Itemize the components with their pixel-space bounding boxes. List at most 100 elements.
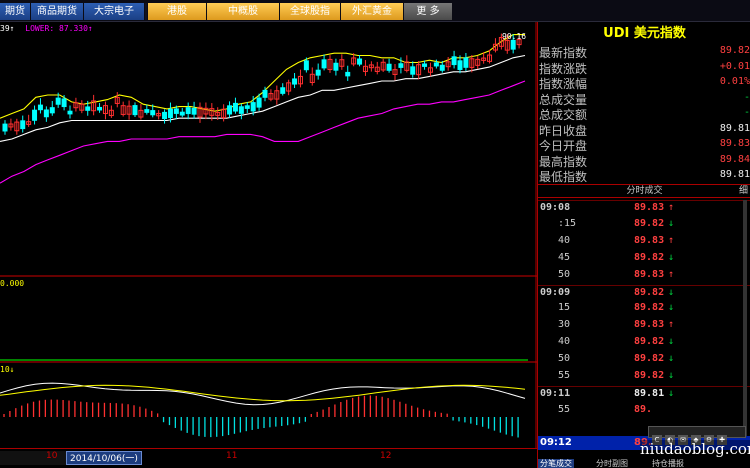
stat-label: 指数涨跌 xyxy=(539,61,588,76)
candle-body xyxy=(504,39,510,51)
trade-direction-icon: ↓ xyxy=(668,302,675,314)
candle-body xyxy=(339,59,345,67)
tab-commodity-futures[interactable]: 商品期货 xyxy=(31,3,83,20)
stat-value: 0.01% xyxy=(719,76,750,87)
candle-body xyxy=(445,61,451,68)
trade-row[interactable]: 50 89.83 ↑ xyxy=(538,268,750,284)
trade-price: 89.82 xyxy=(634,286,665,298)
candle-body xyxy=(227,105,233,115)
candle-body xyxy=(362,65,368,72)
candle-body xyxy=(475,58,481,66)
candle-body xyxy=(280,87,286,94)
macd-dea-line xyxy=(0,384,526,402)
candle-body xyxy=(380,61,386,71)
settings-icon[interactable]: ⚙ xyxy=(704,435,714,445)
bollinger-upper-line xyxy=(0,34,525,119)
candle-body xyxy=(102,105,108,115)
trade-row[interactable]: 40 89.83 ↑ xyxy=(538,234,750,250)
candle-body xyxy=(203,107,209,115)
trade-row[interactable]: 40 89.82 ↓ xyxy=(538,335,750,351)
trade-row[interactable]: 30 89.83 ↑ xyxy=(538,318,750,334)
tab-global-indices[interactable]: 全球股指 xyxy=(280,3,340,20)
trade-row[interactable]: 50 89.82 ↓ xyxy=(538,352,750,368)
candle-body xyxy=(516,38,522,46)
stat-label: 今日开盘 xyxy=(539,139,588,153)
candle-body xyxy=(215,111,221,116)
candle-body xyxy=(85,106,91,111)
mail-icon[interactable]: ✉ xyxy=(678,435,688,445)
tab-intraday-subchart[interactable]: 分时副图 xyxy=(596,459,628,468)
stat-row: 总成交量 - xyxy=(538,91,750,107)
trade-time: 09:11 xyxy=(540,387,571,399)
tab-forex-gold[interactable]: 外汇黄金 xyxy=(341,3,403,20)
candle-body xyxy=(238,106,244,114)
candle-body xyxy=(422,63,428,67)
candle-body xyxy=(457,60,463,70)
candle-body xyxy=(309,73,315,83)
candle-body xyxy=(191,107,197,115)
trade-direction-icon: ↑ xyxy=(668,202,675,213)
candle-body xyxy=(416,64,422,76)
candle-body xyxy=(469,58,475,68)
trade-direction-icon: ↓ xyxy=(668,370,675,381)
kline-chart-area[interactable]: 39↑ LOWER: 87.330↑ 90.16 0.000 10↓ xyxy=(0,22,537,468)
trade-row[interactable]: 15 89.82 ↓ xyxy=(538,301,750,317)
tab-more[interactable]: 更 多 xyxy=(404,3,452,20)
chat-icon[interactable]: ◐ xyxy=(665,435,675,445)
tab-futures[interactable]: 期货 xyxy=(0,3,30,20)
trade-price: 89.82 xyxy=(634,370,665,381)
stat-row: 今日开盘 89.83 xyxy=(538,137,750,153)
trade-price: 89.82 xyxy=(634,217,665,229)
market-tab-bar: 期货 商品期货 大宗电子 港股 中概股 全球股指 外汇黄金 更 多 xyxy=(0,0,750,22)
trade-time: 45 xyxy=(558,251,571,263)
tab-bulk-electronic[interactable]: 大宗电子 xyxy=(84,3,144,20)
candle-body xyxy=(156,112,162,117)
trades-detail-toggle[interactable]: 细 xyxy=(738,186,748,196)
trade-direction-icon: ↓ xyxy=(668,251,675,263)
candle-body xyxy=(386,63,392,71)
candle-body xyxy=(451,56,457,66)
stat-row: 最低指数 89.81 xyxy=(538,168,750,184)
stat-value: 89.84 xyxy=(719,153,750,165)
tab-hk-stocks[interactable]: 港股 xyxy=(148,3,206,20)
crosshair-date-box: 2014/10/06(一) xyxy=(66,451,142,465)
tools-icon[interactable]: ✚ xyxy=(717,435,727,445)
trade-row[interactable]: 55 89.82 ↓ xyxy=(538,369,750,385)
gift-icon[interactable]: ◆ xyxy=(691,435,701,445)
stat-value: - xyxy=(743,91,750,103)
ma-legend: 39↑ LOWER: 87.330↑ xyxy=(0,24,93,33)
candle-body xyxy=(114,96,120,104)
candle-body xyxy=(61,98,67,108)
trade-row[interactable]: 09:09 89.82 ↓ xyxy=(538,284,750,301)
trade-row[interactable]: :15 89.82 ↓ xyxy=(538,217,750,233)
kline-chart[interactable] xyxy=(0,22,537,448)
stat-row: 最高指数 89.84 xyxy=(538,153,750,169)
trade-direction-icon: ↓ xyxy=(668,353,675,365)
trade-row[interactable]: 45 89.82 ↓ xyxy=(538,251,750,267)
candle-body xyxy=(351,57,357,65)
cn-icon[interactable]: C xyxy=(652,435,662,445)
time-tick-12: 12 xyxy=(380,451,392,461)
candle-body xyxy=(250,102,256,112)
time-tick-11: 11 xyxy=(226,451,238,461)
tab-tick-trades[interactable]: 分笔成交 xyxy=(538,459,574,468)
trades-header[interactable]: 分时成交 xyxy=(538,184,750,198)
candle-body xyxy=(357,58,363,65)
candle-body xyxy=(2,123,8,132)
trade-time: 15 xyxy=(558,302,571,314)
tab-china-concept[interactable]: 中概股 xyxy=(207,3,279,20)
stat-value: 89.82 xyxy=(719,45,750,56)
trade-time: 30 xyxy=(558,319,571,331)
candle-body xyxy=(487,54,493,62)
candle-body xyxy=(398,63,404,68)
stat-value: 89.81 xyxy=(719,169,750,180)
tab-position-report[interactable]: 持仓播报 xyxy=(652,459,684,468)
stat-label: 总成交量 xyxy=(539,92,588,107)
trades-scrollbar[interactable] xyxy=(743,200,747,444)
trade-price: 89.82 xyxy=(634,302,665,314)
candle-body xyxy=(132,105,138,116)
trade-row[interactable]: 09:11 89.81 ↓ xyxy=(538,385,750,402)
trade-row[interactable]: 09:08 89.83 ↑ xyxy=(538,200,750,216)
candle-body xyxy=(197,106,203,118)
trade-row[interactable]: 55 89. xyxy=(538,403,750,419)
